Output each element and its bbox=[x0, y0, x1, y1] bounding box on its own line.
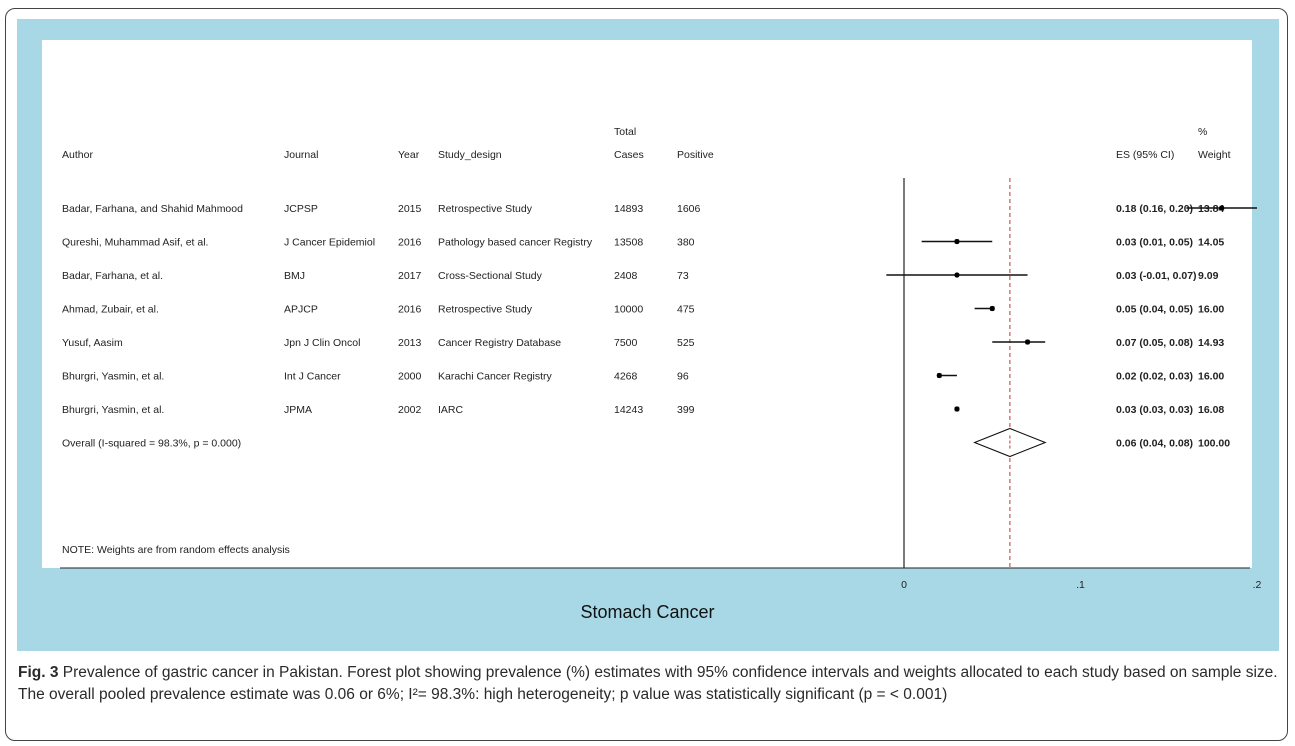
study-weight: 14.05 bbox=[1198, 237, 1224, 249]
study-es-label: 0.03 (0.01, 0.05) bbox=[1116, 237, 1193, 249]
study-es-label: 0.07 (0.05, 0.08) bbox=[1116, 337, 1193, 349]
header-positive: Positive bbox=[677, 149, 714, 161]
study-author: Yusuf, Aasim bbox=[62, 337, 123, 349]
study-point-estimate bbox=[989, 305, 995, 312]
study-positive: 380 bbox=[677, 237, 695, 249]
study-positive: 525 bbox=[677, 337, 695, 349]
header-year: Year bbox=[398, 149, 420, 161]
overall-weight: 100.00 bbox=[1198, 438, 1230, 450]
study-es-label: 0.05 (0.04, 0.05) bbox=[1116, 304, 1193, 316]
overall-label: Overall (I-squared = 98.3%, p = 0.000) bbox=[62, 438, 241, 450]
study-cases: 4268 bbox=[614, 371, 638, 383]
study-journal: JCPSP bbox=[284, 203, 318, 215]
study-weight: 13.84 bbox=[1198, 203, 1224, 215]
study-weight: 9.09 bbox=[1198, 270, 1219, 282]
study-journal: Int J Cancer bbox=[284, 371, 341, 383]
study-design: IARC bbox=[438, 404, 464, 416]
header-author: Author bbox=[62, 149, 93, 161]
caption-text: Prevalence of gastric cancer in Pakistan… bbox=[18, 664, 1278, 703]
x-axis-label: Stomach Cancer bbox=[580, 602, 715, 622]
study-point-estimate bbox=[954, 272, 960, 278]
study-positive: 475 bbox=[677, 304, 695, 316]
study-author: Qureshi, Muhammad Asif, et al. bbox=[62, 237, 208, 249]
study-year: 2015 bbox=[398, 203, 422, 215]
x-tick-label: 0 bbox=[901, 579, 907, 591]
study-design: Cancer Registry Database bbox=[438, 337, 561, 349]
study-es-label: 0.03 (-0.01, 0.07) bbox=[1116, 270, 1197, 282]
study-journal: APJCP bbox=[284, 304, 318, 316]
study-es-label: 0.02 (0.02, 0.03) bbox=[1116, 371, 1193, 383]
caption-fig-label: Fig. 3 bbox=[18, 664, 59, 681]
study-design: Pathology based cancer Registry bbox=[438, 237, 593, 249]
study-author: Badar, Farhana, et al. bbox=[62, 270, 163, 282]
study-positive: 399 bbox=[677, 404, 695, 416]
overall-es-label: 0.06 (0.04, 0.08) bbox=[1116, 438, 1193, 450]
header-percent: % bbox=[1198, 126, 1207, 138]
x-tick-label: .2 bbox=[1253, 579, 1262, 591]
study-design: Karachi Cancer Registry bbox=[438, 371, 553, 383]
study-es-label: 0.03 (0.03, 0.03) bbox=[1116, 404, 1193, 416]
study-author: Bhurgri, Yasmin, et al. bbox=[62, 404, 164, 416]
x-tick-label: .1 bbox=[1076, 579, 1085, 591]
study-cases: 14893 bbox=[614, 203, 643, 215]
study-design: Retrospective Study bbox=[438, 203, 533, 215]
study-weight: 16.08 bbox=[1198, 404, 1224, 416]
study-cases: 2408 bbox=[614, 270, 638, 282]
study-year: 2017 bbox=[398, 270, 422, 282]
header-weight: Weight bbox=[1198, 149, 1231, 161]
study-weight: 14.93 bbox=[1198, 337, 1224, 349]
study-cases: 13508 bbox=[614, 237, 643, 249]
study-point-estimate bbox=[936, 372, 942, 379]
study-year: 2016 bbox=[398, 304, 422, 316]
study-journal: J Cancer Epidemiol bbox=[284, 237, 375, 249]
study-author: Badar, Farhana, and Shahid Mahmood bbox=[62, 203, 243, 215]
study-journal: Jpn J Clin Oncol bbox=[284, 337, 360, 349]
study-cases: 10000 bbox=[614, 304, 643, 316]
study-journal: BMJ bbox=[284, 270, 305, 282]
figure-frame bbox=[5, 8, 1288, 741]
study-point-estimate bbox=[954, 238, 960, 245]
study-point-estimate bbox=[954, 406, 960, 412]
study-weight: 16.00 bbox=[1198, 304, 1224, 316]
plot-area bbox=[42, 40, 1252, 568]
header-journal: Journal bbox=[284, 149, 318, 161]
header-study-design: Study_design bbox=[438, 149, 502, 161]
study-es-label: 0.18 (0.16, 0.20) bbox=[1116, 203, 1193, 215]
study-year: 2013 bbox=[398, 337, 422, 349]
study-cases: 14243 bbox=[614, 404, 643, 416]
study-design: Retrospective Study bbox=[438, 304, 533, 316]
study-design: Cross-Sectional Study bbox=[438, 270, 543, 282]
header-cases: Cases bbox=[614, 149, 644, 161]
study-positive: 1606 bbox=[677, 203, 701, 215]
study-positive: 73 bbox=[677, 270, 689, 282]
study-author: Bhurgri, Yasmin, et al. bbox=[62, 371, 164, 383]
study-point-estimate bbox=[1024, 339, 1031, 345]
study-journal: JPMA bbox=[284, 404, 312, 416]
study-weight: 16.00 bbox=[1198, 371, 1224, 383]
study-year: 2016 bbox=[398, 237, 422, 249]
header-es: ES (95% CI) bbox=[1116, 149, 1174, 161]
study-year: 2002 bbox=[398, 404, 422, 416]
study-year: 2000 bbox=[398, 371, 422, 383]
study-point-estimate bbox=[1219, 205, 1225, 211]
study-author: Ahmad, Zubair, et al. bbox=[62, 304, 159, 316]
header-total: Total bbox=[614, 126, 636, 138]
study-cases: 7500 bbox=[614, 337, 638, 349]
study-positive: 96 bbox=[677, 371, 689, 383]
footnote: NOTE: Weights are from random effects an… bbox=[62, 544, 290, 556]
figure-caption: Fig. 3 Prevalence of gastric cancer in P… bbox=[18, 662, 1280, 706]
